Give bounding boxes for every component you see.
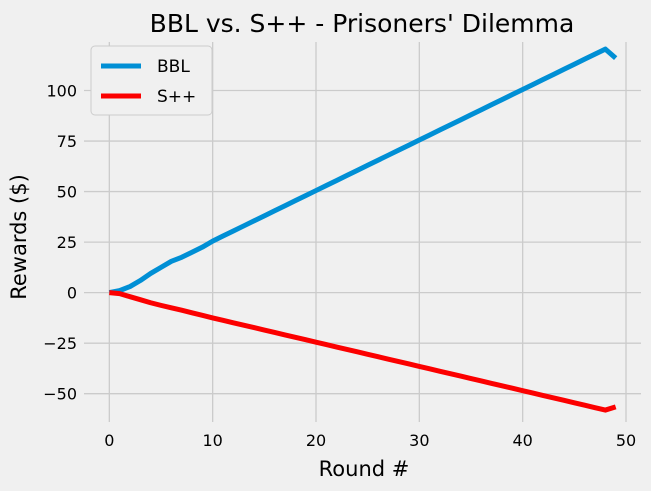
y-tick-label: −25 — [43, 334, 77, 353]
y-axis-label: Rewards ($) — [7, 174, 31, 300]
y-tick-label: 0 — [67, 284, 77, 303]
legend-label-bbl: BBL — [157, 57, 190, 77]
x-tick-label: 20 — [306, 431, 326, 450]
y-tick-label: 75 — [57, 132, 77, 151]
legend-label-spp: S++ — [157, 87, 196, 107]
series-line-spp — [109, 290, 617, 413]
x-tick-label: 0 — [104, 431, 114, 450]
series-line-bbl — [108, 46, 618, 296]
y-tick-label: 25 — [57, 233, 77, 252]
x-tick-label: 40 — [512, 431, 532, 450]
x-axis-label: Round # — [319, 457, 410, 481]
series-layer — [108, 46, 618, 413]
x-axis-ticks: 0 10 20 30 40 50 — [104, 431, 636, 450]
y-tick-label: −50 — [43, 385, 77, 404]
y-tick-label: 100 — [46, 82, 77, 101]
chart-title: BBL vs. S++ - Prisoners' Dilemma — [150, 9, 575, 38]
x-tick-label: 10 — [202, 431, 222, 450]
x-tick-label: 30 — [409, 431, 429, 450]
x-tick-label: 50 — [616, 431, 636, 450]
y-axis-ticks: −50 −25 0 25 50 75 100 — [43, 82, 77, 404]
y-tick-label: 50 — [57, 183, 77, 202]
grid — [84, 42, 641, 422]
legend: BBL S++ — [90, 45, 213, 116]
